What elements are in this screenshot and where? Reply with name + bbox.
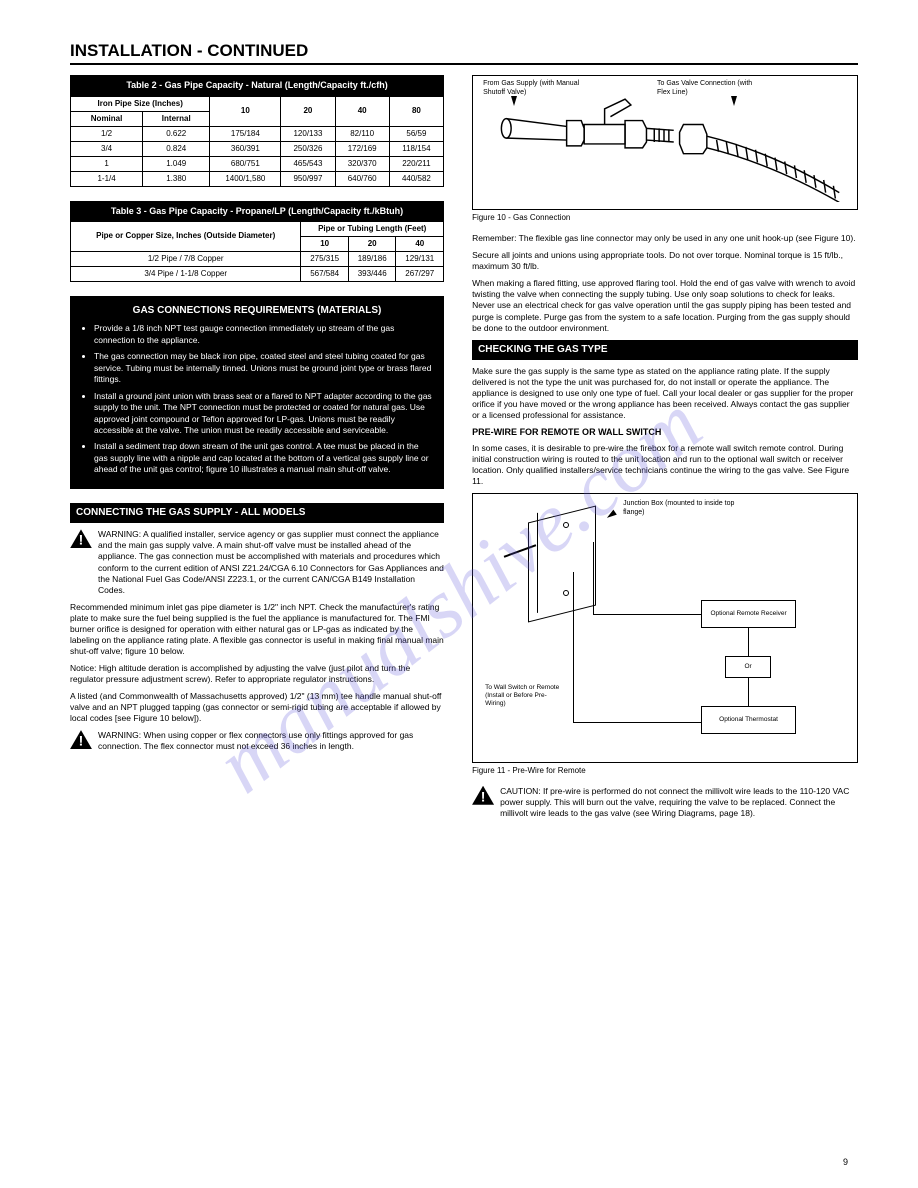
schem-or-box: Or — [725, 656, 771, 678]
fig10-label-b: To Gas Valve Connection (with Flex Line) — [657, 80, 767, 98]
arrow-icon — [605, 509, 617, 520]
table-gas-pipe-propane: Table 3 - Gas Pipe Capacity - Propane/LP… — [70, 201, 444, 282]
body-paragraph: When making a flared fitting, use approv… — [472, 278, 858, 333]
t2-header: Table 3 - Gas Pipe Capacity - Propane/LP… — [71, 201, 444, 221]
remember-note: Remember: The flexible gas line connecto… — [472, 233, 858, 244]
t1-c2: 40 — [335, 96, 389, 126]
t2-c1: 20 — [348, 236, 396, 251]
warning-row: WARNING: When using copper or flex conne… — [70, 730, 444, 752]
t2-c0: 10 — [301, 236, 349, 251]
section-bar-check-gas: CHECKING THE GAS TYPE — [472, 340, 858, 361]
list-item: The gas connection may be black iron pip… — [94, 351, 434, 385]
table-row: 1/20.622175/184120/13382/11056/59 — [71, 126, 444, 141]
caution-row: CAUTION: If pre-wire is performed do not… — [472, 786, 858, 819]
table-row: 3/4 Pipe / 1-1/8 Copper567/584393/446267… — [71, 266, 444, 281]
figure-11-box: Junction Box (mounted to inside top flan… — [472, 493, 858, 763]
t2-sub1: Pipe or Copper Size, Inches (Outside Dia… — [71, 221, 301, 251]
table-row: 1-1/41.3801400/1,580950/997640/760440/58… — [71, 171, 444, 186]
table-gas-pipe-natural: Table 2 - Gas Pipe Capacity - Natural (L… — [70, 75, 444, 186]
schem-remote-receiver: Optional Remote Receiver — [701, 600, 796, 628]
figure-10-box: From Gas Supply (with Manual Shutoff Val… — [472, 75, 858, 210]
warning-icon — [70, 730, 92, 749]
t1-c3: 80 — [389, 96, 443, 126]
t2-c2: 40 — [396, 236, 444, 251]
table-row: 1/2 Pipe / 7/8 Copper275/315189/186129/1… — [71, 251, 444, 266]
screw-hole — [563, 522, 569, 528]
junction-box-plate — [528, 505, 596, 622]
t1-c0: 10 — [210, 96, 281, 126]
table-row: 11.049680/751465/543320/370220/211 — [71, 156, 444, 171]
t1-c1: 20 — [281, 96, 335, 126]
caution-text: CAUTION: If pre-wire is performed do not… — [500, 786, 858, 819]
figure-10-caption: Figure 10 - Gas Connection — [472, 213, 858, 223]
body-paragraph: Make sure the gas supply is the same typ… — [472, 366, 858, 421]
prewire-title: PRE-WIRE FOR REMOTE OR WALL SWITCH — [472, 427, 858, 438]
section-bar-gas-supply: CONNECTING THE GAS SUPPLY - ALL MODELS — [70, 503, 444, 524]
left-column: Table 2 - Gas Pipe Capacity - Natural (L… — [70, 75, 444, 825]
warning-text: WARNING: A qualified installer, service … — [98, 529, 444, 595]
req-title: GAS CONNECTIONS REQUIREMENTS (MATERIALS) — [80, 304, 434, 318]
list-item: Provide a 1/8 inch NPT test gauge connec… — [94, 323, 434, 346]
t2-sub2: Pipe or Tubing Length (Feet) — [301, 221, 444, 236]
plate-edge — [528, 513, 538, 615]
gas-valve-illustration — [479, 82, 849, 202]
fig11-left-text: To Wall Switch or Remote (Install or Bef… — [485, 684, 565, 708]
t1-nominal: Nominal — [71, 111, 143, 126]
t1-header: Table 2 - Gas Pipe Capacity - Natural (L… — [71, 76, 444, 96]
gas-requirements-box: GAS CONNECTIONS REQUIREMENTS (MATERIALS)… — [70, 296, 444, 489]
t1-internal: Internal — [143, 111, 210, 126]
list-item: Install a ground joint union with brass … — [94, 391, 434, 437]
warning-icon — [70, 529, 92, 548]
body-paragraph: Secure all joints and unions using appro… — [472, 250, 858, 272]
fig11-box-label: Junction Box (mounted to inside top flan… — [623, 500, 753, 518]
warning-icon — [472, 786, 494, 805]
arrow-icon — [511, 96, 517, 106]
page-number: 9 — [843, 1157, 848, 1168]
figure-11-caption: Figure 11 - Pre-Wire for Remote — [472, 766, 858, 776]
notice-paragraph: Notice: High altitude deration is accomp… — [70, 663, 444, 685]
arrow-icon — [731, 96, 737, 106]
warning-text: WARNING: When using copper or flex conne… — [98, 730, 444, 752]
warning-row: WARNING: A qualified installer, service … — [70, 529, 444, 595]
table-row: 3/40.824360/391250/326172/169118/154 — [71, 141, 444, 156]
main-columns: Table 2 - Gas Pipe Capacity - Natural (L… — [70, 75, 858, 825]
page-title: INSTALLATION - CONTINUED — [70, 40, 858, 65]
right-column: From Gas Supply (with Manual Shutoff Val… — [472, 75, 858, 825]
list-item: Install a sediment trap down stream of t… — [94, 441, 434, 475]
t1-sub1: Iron Pipe Size (Inches) — [71, 96, 210, 111]
schem-thermostat: Optional Thermostat — [701, 706, 796, 734]
body-paragraph: A listed (and Commonwealth of Massachuse… — [70, 691, 444, 724]
screw-hole — [563, 590, 569, 596]
fig10-label-a: From Gas Supply (with Manual Shutoff Val… — [483, 80, 583, 98]
body-paragraph: In some cases, it is desirable to pre-wi… — [472, 443, 858, 487]
body-paragraph: Recommended minimum inlet gas pipe diame… — [70, 602, 444, 657]
